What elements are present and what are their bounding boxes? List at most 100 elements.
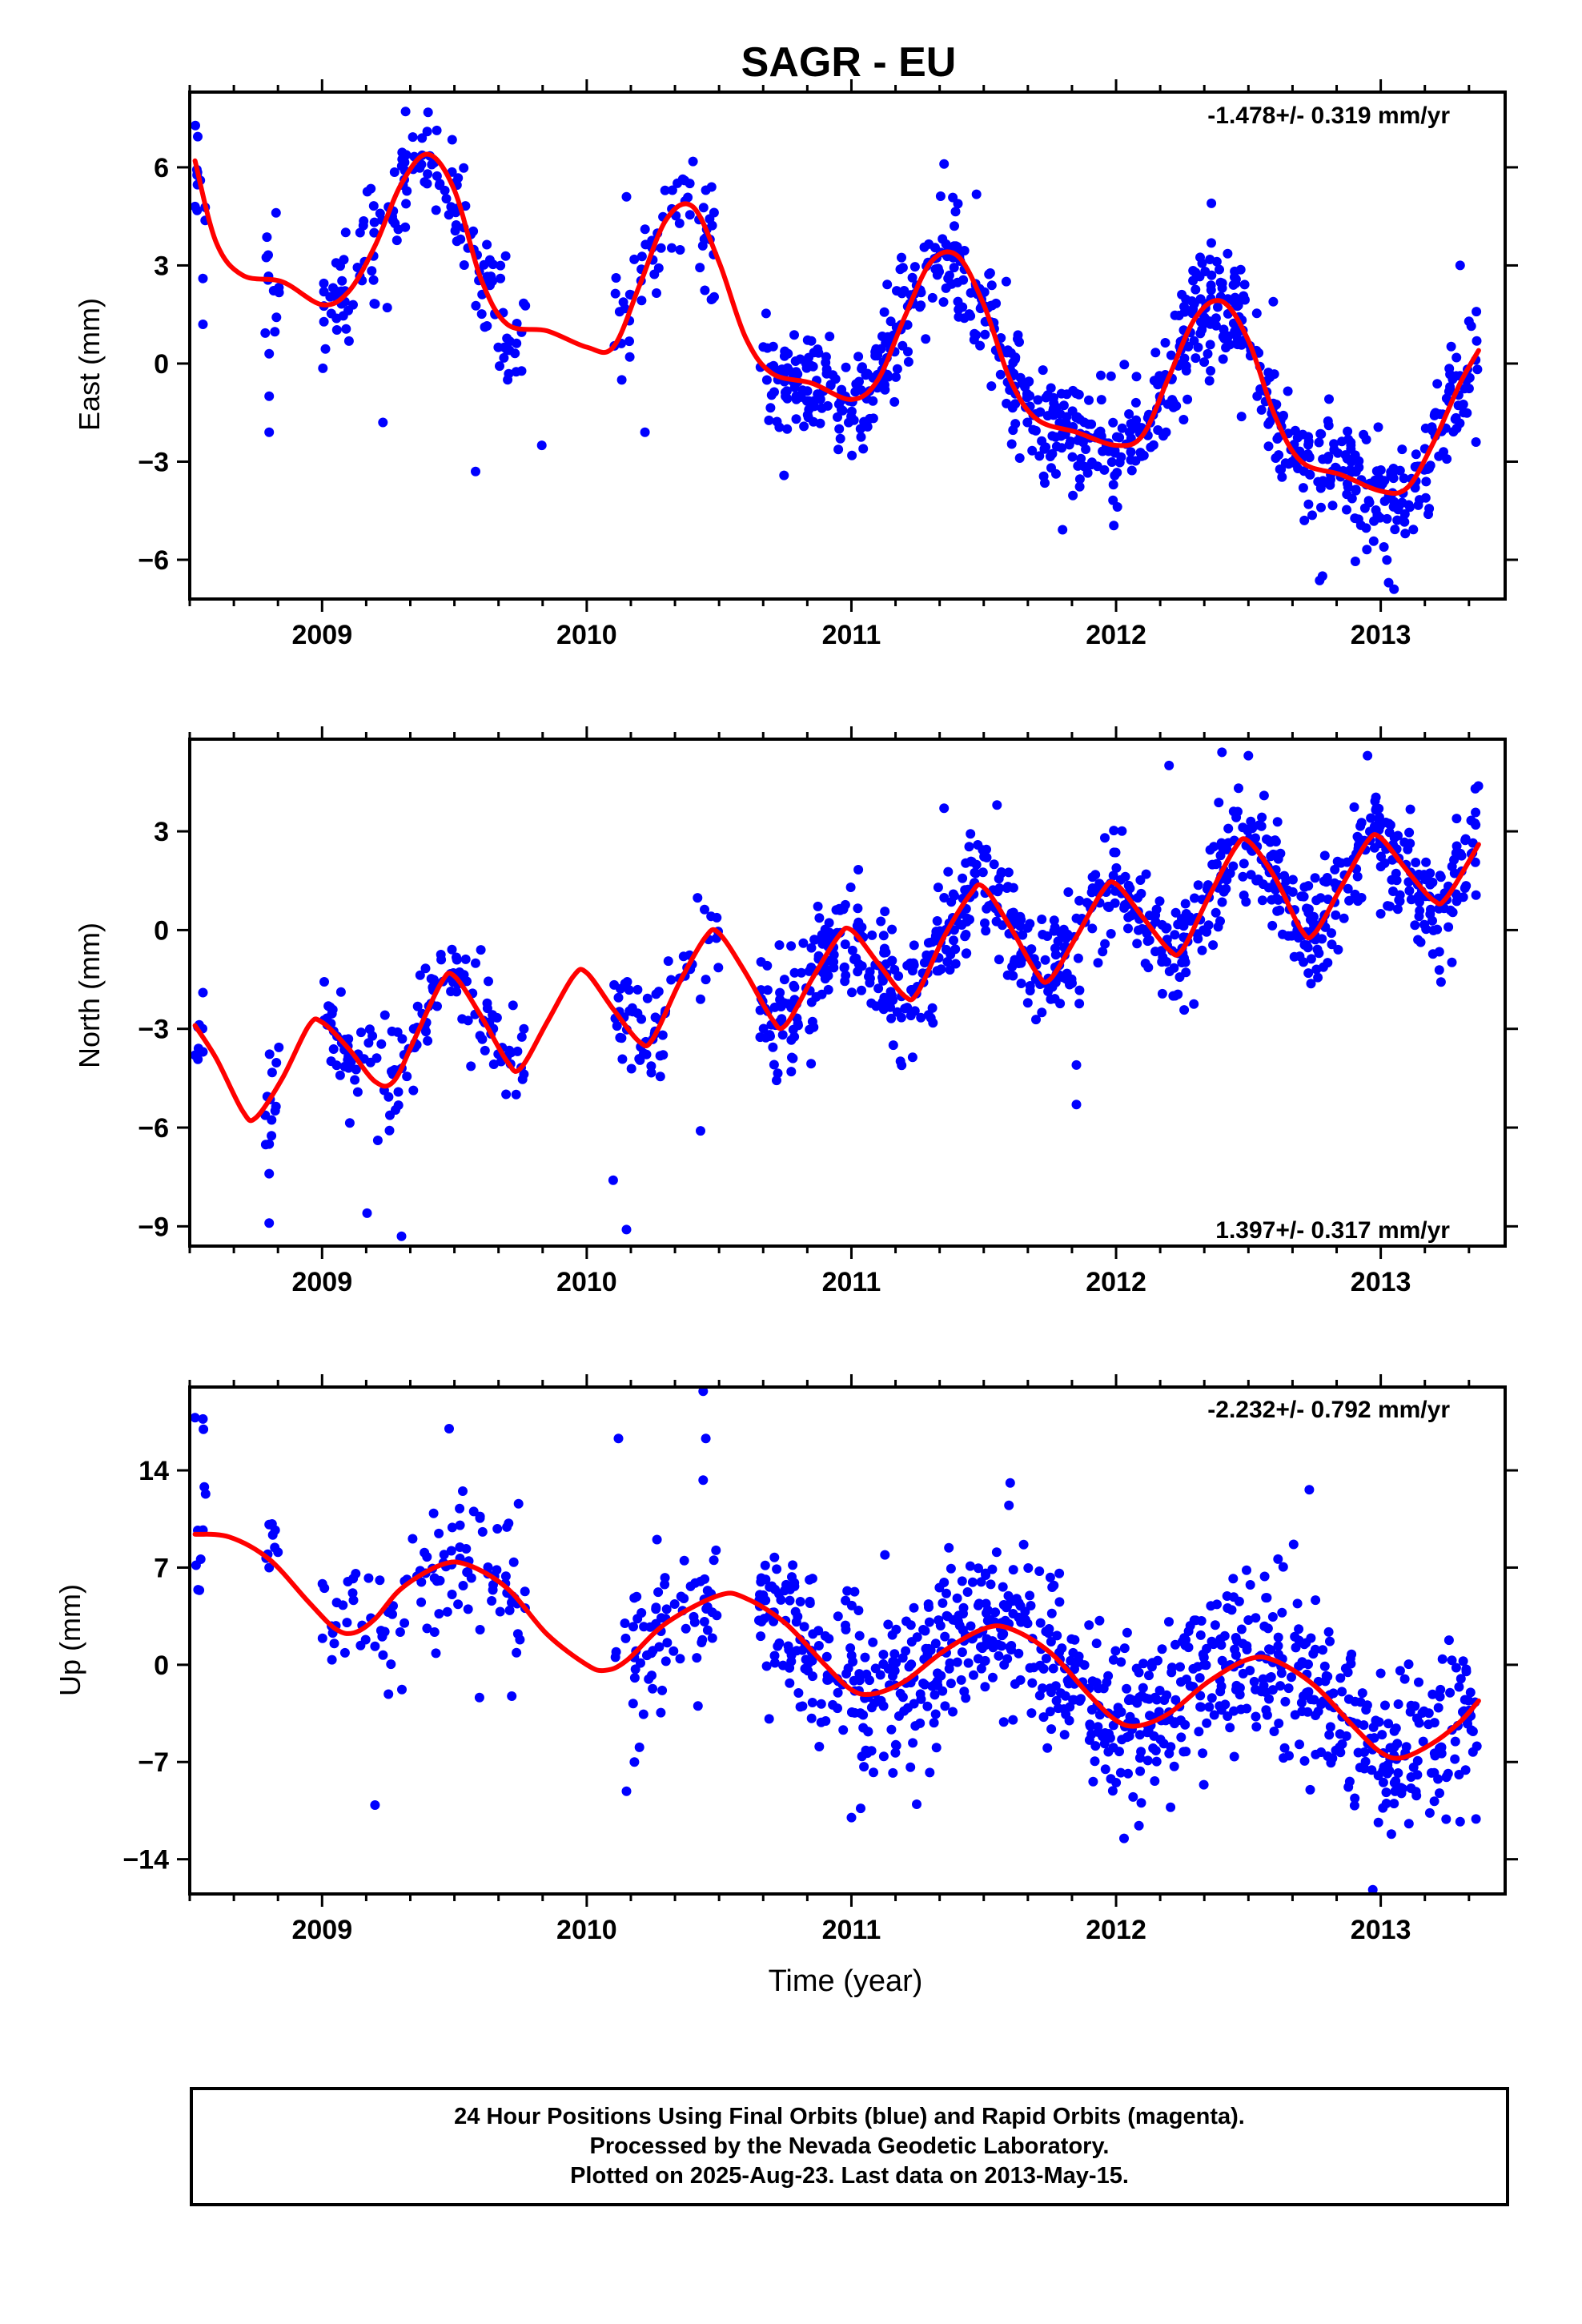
data-point bbox=[1264, 1644, 1274, 1655]
data-point bbox=[842, 1586, 853, 1596]
data-point bbox=[1371, 792, 1381, 802]
data-point bbox=[1427, 877, 1438, 887]
data-point bbox=[264, 1168, 275, 1179]
data-point bbox=[807, 1698, 817, 1707]
data-point bbox=[768, 1042, 778, 1052]
data-point bbox=[916, 1694, 926, 1704]
data-point bbox=[1141, 869, 1151, 879]
data-point bbox=[1299, 515, 1310, 525]
data-point bbox=[1405, 1707, 1415, 1717]
data-point bbox=[393, 1087, 404, 1097]
data-point bbox=[1099, 464, 1110, 475]
data-point bbox=[924, 1617, 934, 1627]
data-point bbox=[640, 427, 650, 437]
data-point bbox=[942, 957, 953, 967]
data-point bbox=[630, 1664, 640, 1675]
data-point bbox=[1230, 1644, 1240, 1655]
data-point bbox=[1472, 336, 1482, 346]
data-point bbox=[624, 336, 634, 347]
data-point bbox=[1188, 266, 1199, 275]
data-point bbox=[995, 369, 1006, 380]
data-point bbox=[1240, 295, 1250, 305]
data-point bbox=[1016, 979, 1026, 988]
data-point bbox=[856, 1803, 865, 1814]
data-point bbox=[387, 1026, 397, 1036]
data-point bbox=[1094, 1615, 1105, 1626]
data-point bbox=[1093, 1727, 1103, 1737]
data-point bbox=[1003, 1590, 1014, 1601]
data-point bbox=[1217, 897, 1227, 907]
data-point bbox=[1246, 870, 1256, 880]
data-point bbox=[1374, 812, 1384, 822]
data-point bbox=[455, 1503, 465, 1514]
data-point bbox=[759, 1614, 769, 1624]
data-point bbox=[1026, 1601, 1036, 1610]
data-point bbox=[811, 991, 821, 1002]
data-point bbox=[372, 1136, 383, 1145]
data-point bbox=[936, 964, 946, 975]
data-point bbox=[629, 254, 640, 264]
data-point bbox=[1274, 1719, 1284, 1728]
data-point bbox=[882, 279, 893, 290]
data-point bbox=[1042, 1743, 1053, 1753]
data-point bbox=[953, 277, 962, 287]
data-point bbox=[636, 296, 647, 306]
data-point bbox=[1179, 1633, 1190, 1643]
data-point bbox=[950, 959, 961, 969]
data-point bbox=[1393, 830, 1403, 841]
data-point bbox=[863, 1727, 873, 1737]
data-point bbox=[1207, 859, 1218, 870]
x-tick-label: 2011 bbox=[822, 1915, 881, 1945]
north-plot-area: 2009 2010 2011 2012 2013 3 0 −3 −6 −9 bbox=[138, 726, 1518, 1297]
data-point bbox=[1263, 419, 1274, 429]
data-point bbox=[1221, 883, 1231, 894]
data-point bbox=[1428, 925, 1439, 935]
data-point bbox=[1318, 1645, 1328, 1655]
data-point bbox=[946, 950, 956, 959]
data-point bbox=[1317, 571, 1327, 581]
data-point bbox=[667, 243, 677, 253]
data-point bbox=[825, 927, 835, 938]
data-point bbox=[511, 367, 521, 377]
data-point bbox=[949, 935, 958, 946]
data-point bbox=[807, 1016, 817, 1027]
data-point bbox=[636, 251, 647, 262]
data-point bbox=[1450, 1736, 1460, 1747]
data-point bbox=[634, 1742, 644, 1752]
data-point bbox=[616, 375, 627, 385]
data-point bbox=[271, 207, 281, 218]
data-point bbox=[1074, 1657, 1084, 1667]
data-point bbox=[888, 995, 898, 1005]
data-point bbox=[652, 288, 661, 298]
data-point bbox=[1079, 417, 1090, 428]
data-point bbox=[423, 107, 433, 118]
data-point bbox=[841, 362, 851, 372]
data-point bbox=[1150, 1746, 1161, 1755]
data-point bbox=[975, 340, 986, 351]
data-point bbox=[1219, 324, 1229, 335]
data-point bbox=[1166, 1663, 1177, 1673]
data-point bbox=[845, 1643, 856, 1653]
data-point bbox=[1375, 479, 1385, 489]
data-point bbox=[1179, 1005, 1190, 1015]
data-point bbox=[1303, 968, 1314, 979]
data-point bbox=[1138, 1683, 1148, 1693]
data-point bbox=[789, 1581, 800, 1591]
data-point bbox=[1309, 911, 1319, 922]
data-point bbox=[698, 1475, 709, 1486]
data-point bbox=[359, 216, 369, 226]
data-point bbox=[1405, 838, 1415, 849]
data-point bbox=[344, 1118, 355, 1128]
data-point bbox=[806, 1059, 817, 1069]
data-point bbox=[1107, 1786, 1118, 1796]
data-point bbox=[1251, 1711, 1261, 1722]
data-point bbox=[496, 273, 506, 283]
data-point bbox=[890, 1739, 901, 1750]
data-point bbox=[865, 978, 875, 988]
data-point bbox=[492, 1565, 502, 1575]
data-point bbox=[1308, 1649, 1319, 1659]
data-point bbox=[707, 1633, 717, 1643]
data-point bbox=[1137, 923, 1147, 934]
data-point bbox=[1443, 1768, 1453, 1779]
data-point bbox=[520, 1586, 530, 1597]
